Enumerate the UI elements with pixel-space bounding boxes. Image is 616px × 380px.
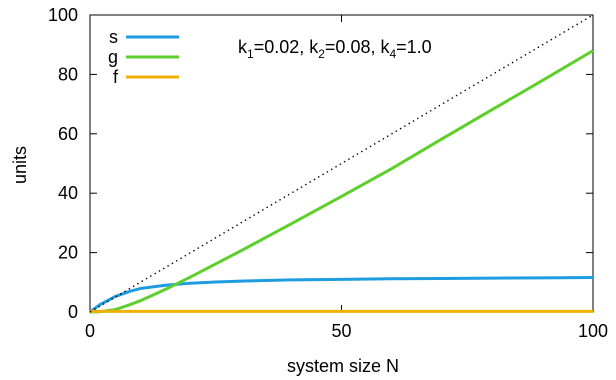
annotation-subscript: 1: [247, 47, 254, 61]
legend-label-s: s: [109, 27, 118, 47]
annotation-symbol: k: [309, 37, 319, 57]
y-tick-label: 100: [48, 5, 78, 25]
y-tick-label: 0: [68, 302, 78, 322]
y-tick-label: 20: [58, 243, 78, 263]
legend-label-f: f: [113, 67, 119, 87]
x-axis-label: system size N: [287, 356, 399, 376]
y-tick-label: 80: [58, 64, 78, 84]
series-s-line: [89, 276, 594, 314]
axes: 0 50 100 0 20 40 60 80 100: [48, 5, 608, 341]
y-tick-label: 60: [58, 124, 78, 144]
annotation-value: =0.02,: [254, 37, 310, 57]
legend-label-g: g: [108, 47, 118, 67]
chart-annotation: k1=0.02, k2=0.08, k4=1.0: [238, 37, 432, 61]
reference-diagonal-line: [89, 14, 594, 313]
legend: sgf: [108, 27, 179, 87]
y-axis-label: units: [10, 146, 30, 184]
annotation-subscript: 2: [318, 47, 325, 61]
annotation-value: =1.0: [396, 37, 432, 57]
annotation-subscript: 4: [389, 47, 396, 61]
series-layer: [89, 14, 594, 314]
x-tick-label: 100: [578, 321, 608, 341]
x-tick-label: 50: [331, 321, 351, 341]
series-g-line: [89, 49, 594, 314]
y-tick-label: 40: [58, 183, 78, 203]
annotation-symbol: k: [238, 37, 248, 57]
plot-area: [89, 14, 594, 313]
x-tick-label: 0: [85, 321, 95, 341]
annotation-symbol: k: [380, 37, 390, 57]
plot-frame: [89, 14, 594, 313]
annotation-value: =0.08,: [325, 37, 381, 57]
